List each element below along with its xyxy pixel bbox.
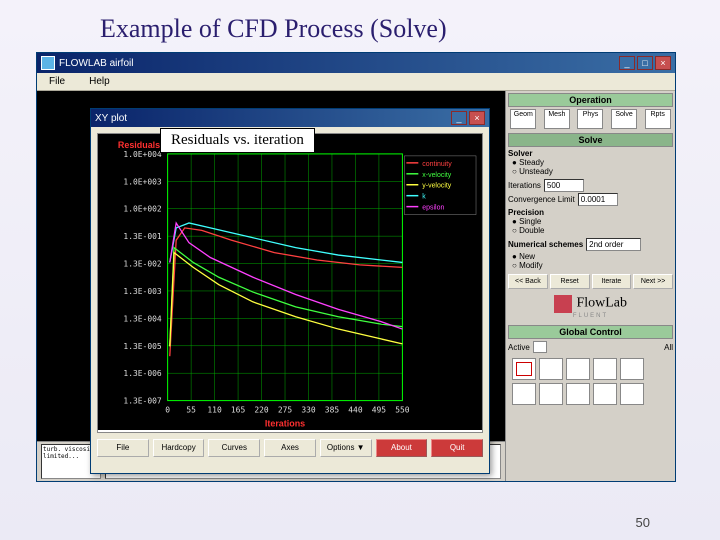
gc-icon-4[interactable] (593, 358, 617, 380)
gc-icon-10[interactable] (620, 383, 644, 405)
xy-file-button[interactable]: File (97, 439, 149, 457)
svg-text:1.3E-006: 1.3E-006 (123, 369, 161, 378)
radio-steady[interactable]: Steady (512, 158, 673, 167)
op-rpts[interactable]: Rpts (645, 109, 671, 129)
slide-title: Example of CFD Process (Solve) (0, 0, 720, 44)
iterations-input[interactable] (544, 179, 584, 192)
numscheme-select[interactable] (586, 238, 641, 251)
gc-icon-1[interactable] (512, 358, 536, 380)
svg-text:1.3E-004: 1.3E-004 (123, 314, 161, 323)
menu-help[interactable]: Help (89, 76, 110, 87)
back-button[interactable]: << Back (508, 274, 548, 289)
xy-quit-button[interactable]: Quit (431, 439, 483, 457)
reset-button[interactable]: Reset (550, 274, 590, 289)
next-button[interactable]: Next >> (633, 274, 673, 289)
xy-minimize[interactable]: _ (451, 111, 467, 125)
xy-axes-button[interactable]: Axes (264, 439, 316, 457)
page-number: 50 (636, 515, 650, 530)
xy-close[interactable]: × (469, 111, 485, 125)
close-button[interactable]: × (655, 56, 671, 70)
svg-text:x-velocity: x-velocity (422, 172, 452, 179)
svg-text:165: 165 (231, 406, 246, 415)
xy-titlebar[interactable]: XY plot _ × (91, 109, 489, 127)
svg-text:0: 0 (165, 406, 170, 415)
all-label: All (664, 343, 673, 352)
minimize-button[interactable]: _ (619, 56, 635, 70)
xy-options-button[interactable]: Options ▼ (320, 439, 372, 457)
radio-unsteady[interactable]: Unsteady (512, 167, 673, 176)
svg-text:550: 550 (395, 406, 410, 415)
svg-text:330: 330 (301, 406, 316, 415)
svg-text:275: 275 (278, 406, 293, 415)
gc-icon-7[interactable] (539, 383, 563, 405)
flowlab-logo: FlowLab FLUENT (508, 295, 673, 319)
svg-text:Iterations: Iterations (265, 418, 305, 428)
operation-title: Operation (508, 93, 673, 107)
menu-bar: File Help (37, 73, 675, 91)
svg-text:1.0E+003: 1.0E+003 (123, 177, 161, 186)
flowlab-titlebar[interactable]: FLOWLAB airfoil _ □ × (37, 53, 675, 73)
flowlab-icon (41, 56, 55, 70)
xy-about-button[interactable]: About (376, 439, 428, 457)
xy-plot-area: 1.0E+004 1.0E+003 1.0E+002 1.3E-001 1.3E-002… (97, 133, 483, 433)
svg-text:Residuals: Residuals (118, 140, 160, 150)
svg-text:1.3E-007: 1.3E-007 (123, 397, 161, 406)
flowlab-title: FLOWLAB airfoil (59, 58, 619, 69)
svg-text:1.0E+004: 1.0E+004 (123, 150, 161, 159)
xy-title: XY plot (95, 113, 449, 124)
svg-text:epsilon: epsilon (422, 205, 444, 212)
svg-text:1.3E-003: 1.3E-003 (123, 287, 161, 296)
svg-text:55: 55 (186, 406, 196, 415)
gc-icon-2[interactable] (539, 358, 563, 380)
svg-text:110: 110 (207, 406, 222, 415)
menu-file[interactable]: File (49, 76, 65, 87)
svg-text:495: 495 (372, 406, 387, 415)
gc-icon-5[interactable] (620, 358, 644, 380)
svg-text:1.0E+002: 1.0E+002 (123, 205, 161, 214)
op-mesh[interactable]: Mesh (544, 109, 570, 129)
solver-label: Solver (508, 149, 673, 158)
xy-hardcopy-button[interactable]: Hardcopy (153, 439, 205, 457)
xy-curves-button[interactable]: Curves (208, 439, 260, 457)
numscheme-label: Numerical schemes (508, 240, 583, 249)
svg-text:440: 440 (348, 406, 363, 415)
radio-new[interactable]: New (512, 252, 673, 261)
radio-double[interactable]: Double (512, 226, 673, 235)
gc-icon-6[interactable] (512, 383, 536, 405)
convergence-input[interactable] (578, 193, 618, 206)
xyplot-window: XY plot _ × 1.0E+004 1.0E+003 1.0E+002 1.3E… (90, 108, 490, 474)
svg-text:k: k (422, 194, 426, 201)
annotation-callout: Residuals vs. iteration (160, 128, 315, 153)
gc-icon-9[interactable] (593, 383, 617, 405)
radio-modify[interactable]: Modify (512, 261, 673, 270)
fluent-logo-icon (554, 295, 572, 313)
gc-icon-8[interactable] (566, 383, 590, 405)
xy-button-bar: File Hardcopy Curves Axes Options ▼ Abou… (91, 439, 489, 461)
svg-text:220: 220 (254, 406, 269, 415)
global-control-title: Global Control (508, 325, 673, 339)
precision-label: Precision (508, 208, 673, 217)
svg-text:1.3E-005: 1.3E-005 (123, 342, 161, 351)
op-geom[interactable]: Geom (510, 109, 536, 129)
active-label: Active (508, 343, 530, 352)
active-toggle[interactable] (533, 341, 547, 353)
iterate-button[interactable]: Iterate (592, 274, 632, 289)
maximize-button[interactable]: □ (637, 56, 653, 70)
svg-text:1.3E-001: 1.3E-001 (123, 232, 161, 241)
op-solve[interactable]: Solve (611, 109, 637, 129)
logo-sub: FLUENT (508, 313, 673, 319)
iterations-label: Iterations (508, 181, 541, 190)
logo-text: FlowLab (576, 295, 627, 310)
residual-chart: 1.0E+004 1.0E+003 1.0E+002 1.3E-001 1.3E-002… (98, 134, 482, 430)
svg-text:y-velocity: y-velocity (422, 183, 452, 190)
solve-title: Solve (508, 133, 673, 147)
convergence-label: Convergence Limit (508, 195, 575, 204)
op-phys[interactable]: Phys (577, 109, 603, 129)
gc-icon-3[interactable] (566, 358, 590, 380)
svg-text:385: 385 (325, 406, 340, 415)
right-panel: Operation Geom Mesh Phys Solve Rpts Solv… (505, 91, 675, 481)
svg-text:continuity: continuity (422, 161, 452, 168)
svg-text:1.3E-002: 1.3E-002 (123, 260, 161, 269)
radio-single[interactable]: Single (512, 217, 673, 226)
